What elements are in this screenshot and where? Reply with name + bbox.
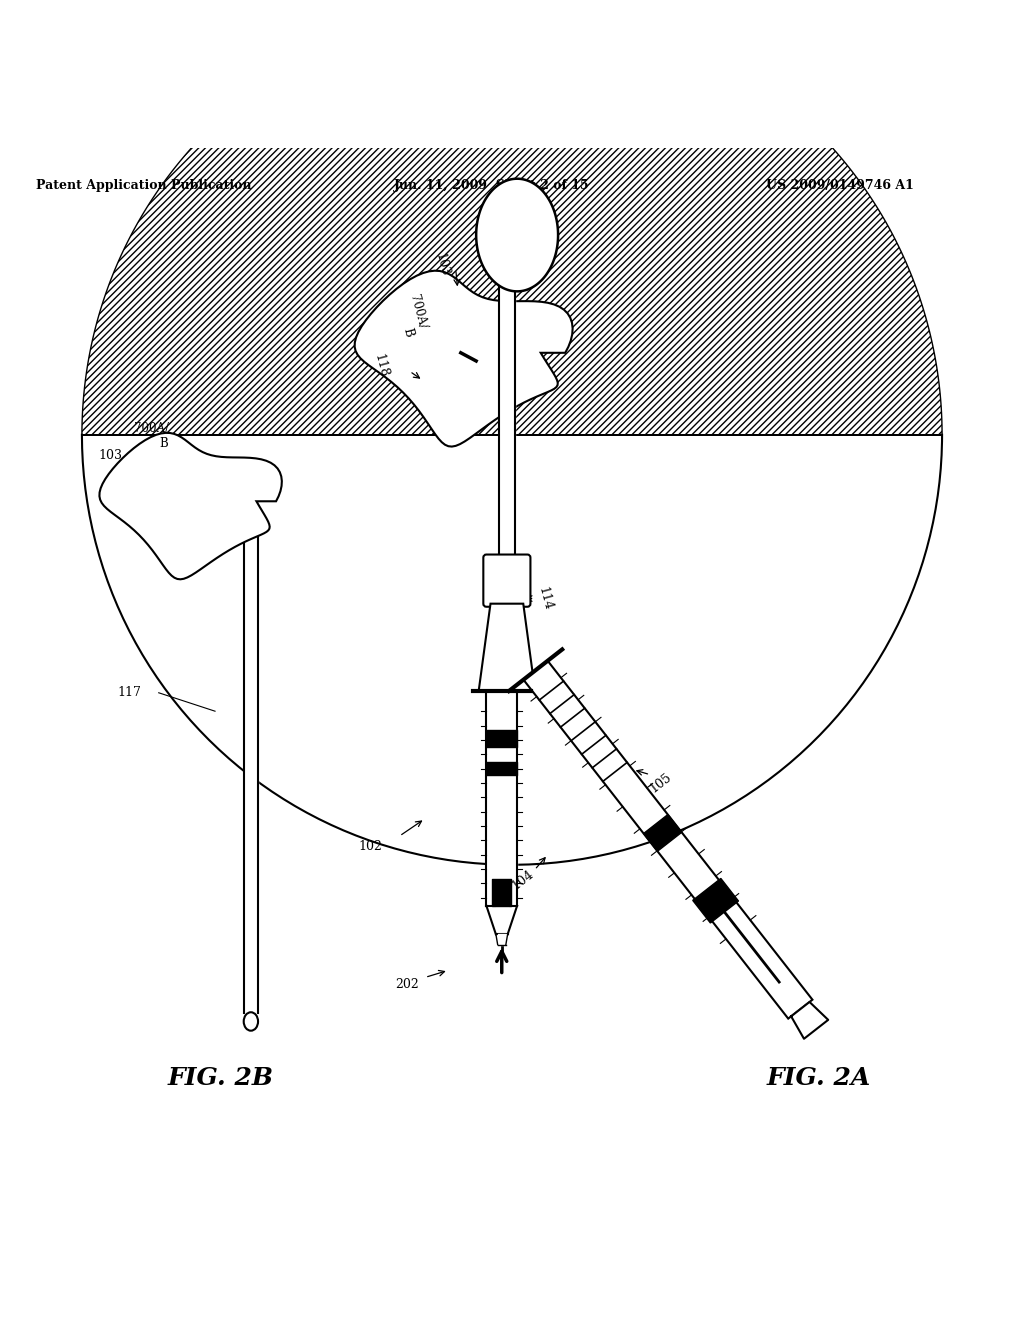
Polygon shape bbox=[644, 814, 682, 851]
Ellipse shape bbox=[244, 1012, 258, 1031]
Text: 202: 202 bbox=[395, 978, 420, 991]
Text: 103: 103 bbox=[98, 449, 123, 462]
Text: B: B bbox=[160, 437, 168, 450]
Text: Patent Application Publication: Patent Application Publication bbox=[36, 180, 251, 193]
Text: FIG. 2B: FIG. 2B bbox=[167, 1067, 273, 1090]
Text: FIG. 2A: FIG. 2A bbox=[767, 1067, 871, 1090]
Text: 118: 118 bbox=[372, 352, 390, 379]
Text: B: B bbox=[400, 326, 415, 338]
Polygon shape bbox=[82, 5, 942, 434]
Polygon shape bbox=[354, 271, 572, 446]
Polygon shape bbox=[693, 878, 738, 923]
Ellipse shape bbox=[244, 516, 258, 539]
Text: 105: 105 bbox=[647, 771, 674, 796]
Text: 700A/: 700A/ bbox=[407, 293, 429, 330]
Text: US 2009/0149746 A1: US 2009/0149746 A1 bbox=[766, 180, 913, 193]
Polygon shape bbox=[523, 661, 812, 1019]
Text: 104: 104 bbox=[509, 867, 536, 892]
Polygon shape bbox=[478, 603, 535, 690]
Text: 117: 117 bbox=[118, 686, 141, 700]
Text: 114: 114 bbox=[536, 585, 554, 612]
Text: 700A/: 700A/ bbox=[134, 422, 169, 436]
Text: Jun. 11, 2009  Sheet 2 of 15: Jun. 11, 2009 Sheet 2 of 15 bbox=[393, 180, 590, 193]
Text: 103: 103 bbox=[433, 252, 452, 279]
FancyBboxPatch shape bbox=[483, 554, 530, 607]
Polygon shape bbox=[792, 1002, 828, 1039]
Polygon shape bbox=[99, 433, 282, 579]
Polygon shape bbox=[476, 178, 558, 292]
Text: 102: 102 bbox=[358, 840, 383, 853]
